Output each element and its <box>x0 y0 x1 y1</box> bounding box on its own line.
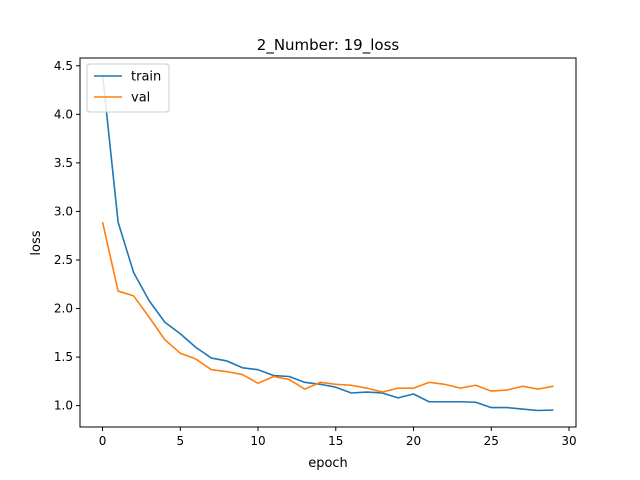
y-tick-label: 4.5 <box>54 59 73 73</box>
x-tick-label: 25 <box>484 434 499 448</box>
plot-frame <box>79 57 577 428</box>
legend: train val <box>86 63 170 113</box>
y-tick-label: 3.0 <box>54 204 73 218</box>
x-axis-ticks: 0 5 10 15 20 25 30 <box>99 427 577 448</box>
y-axis-label: loss <box>29 230 44 255</box>
y-axis-ticks: 1.0 1.5 2.0 2.5 3.0 3.5 4.0 4.5 <box>54 59 80 413</box>
legend-label-train: train <box>131 70 161 85</box>
x-tick-label: 0 <box>99 434 107 448</box>
x-axis-label: epoch <box>308 456 348 471</box>
legend-label-val: val <box>131 91 150 106</box>
x-tick-label: 20 <box>406 434 421 448</box>
x-tick-label: 30 <box>561 434 576 448</box>
x-tick-label: 10 <box>250 434 265 448</box>
x-tick-label: 5 <box>176 434 184 448</box>
y-tick-label: 4.0 <box>54 107 73 121</box>
chart-title: 2_Number: 19_loss <box>257 36 400 55</box>
y-tick-label: 2.0 <box>54 302 73 316</box>
y-tick-label: 3.5 <box>54 156 73 170</box>
y-tick-label: 2.5 <box>54 253 73 267</box>
y-tick-label: 1.0 <box>54 399 73 413</box>
y-tick-label: 1.5 <box>54 350 73 364</box>
series-line-val <box>101 221 554 393</box>
series-line-train <box>101 74 554 412</box>
plot-lines <box>101 74 554 412</box>
x-tick-label: 15 <box>328 434 343 448</box>
